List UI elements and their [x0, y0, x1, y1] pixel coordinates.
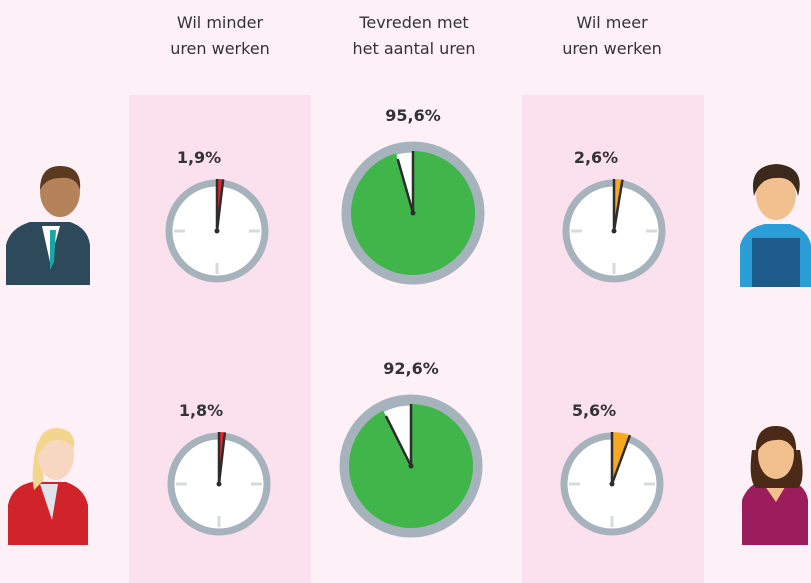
- value-label: 95,6%: [385, 106, 441, 125]
- clock-pin: [610, 482, 615, 487]
- man-icon: [6, 166, 90, 285]
- infographic: 1,9% 95,6% 2,6% 1,8% 92,6% 5,6% Wil minder ur…: [0, 0, 811, 583]
- clock-pin: [409, 464, 414, 469]
- clock-pin: [217, 482, 222, 487]
- column-header: Tevreden met het aantal uren: [314, 10, 514, 62]
- value-label: 2,6%: [574, 148, 618, 167]
- clock-pin: [612, 229, 617, 234]
- woman-icon: [742, 426, 808, 545]
- value-label: 1,9%: [177, 148, 221, 167]
- column-header: Wil minder uren werken: [120, 10, 320, 62]
- clock-pin: [215, 229, 220, 234]
- value-label: 1,8%: [179, 401, 223, 420]
- value-label: 5,6%: [572, 401, 616, 420]
- clock-pin: [411, 211, 416, 216]
- column-header: Wil meer uren werken: [512, 10, 712, 62]
- value-label: 92,6%: [383, 359, 439, 378]
- boy-icon: [740, 164, 811, 287]
- woman-icon: [8, 428, 88, 545]
- chart: 1,9% 95,6% 2,6% 1,8% 92,6% 5,6%: [0, 0, 811, 583]
